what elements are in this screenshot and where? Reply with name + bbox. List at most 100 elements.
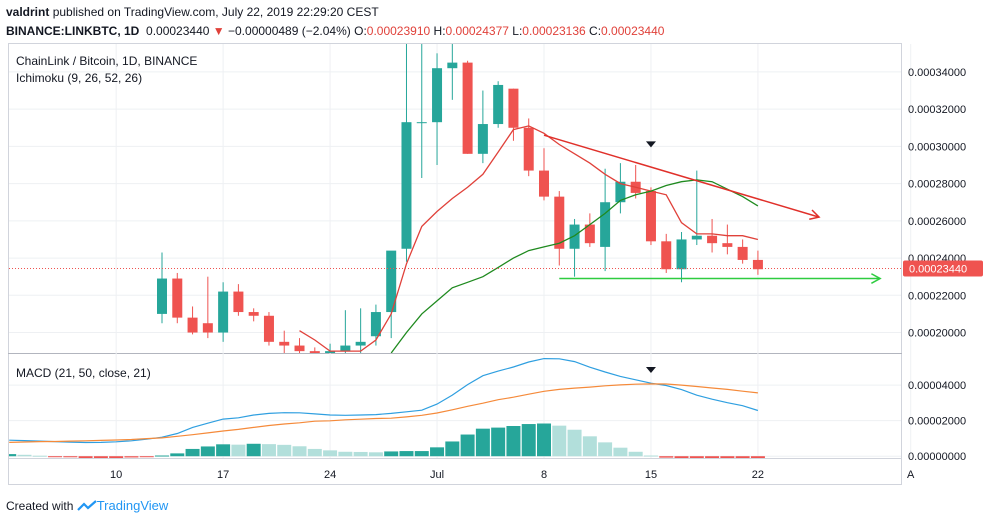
candle-body xyxy=(600,202,611,247)
macd-histogram xyxy=(9,423,765,458)
candle[interactable] xyxy=(279,330,290,361)
histogram-bar xyxy=(63,456,78,458)
candle[interactable] xyxy=(737,239,748,264)
candle[interactable] xyxy=(477,90,488,164)
author-name[interactable]: valdrint xyxy=(6,5,50,19)
candle[interactable] xyxy=(248,308,259,322)
macd-line xyxy=(9,357,759,444)
histogram-bar xyxy=(93,456,108,458)
candle[interactable] xyxy=(218,282,229,342)
candle[interactable] xyxy=(233,284,244,316)
time-tick-label: Jul xyxy=(430,469,444,481)
candle[interactable] xyxy=(202,276,213,339)
candle[interactable] xyxy=(523,118,534,177)
candle[interactable] xyxy=(691,170,702,246)
price-tick-label: 0.00022000 xyxy=(908,290,966,302)
histogram-bar xyxy=(231,444,246,457)
candle[interactable] xyxy=(676,232,687,283)
candle-body xyxy=(157,278,167,314)
resistance-arrow-head-icon xyxy=(809,209,821,220)
histogram-bar xyxy=(246,443,261,457)
candle[interactable] xyxy=(493,81,504,128)
candle[interactable] xyxy=(600,168,611,272)
tradingview-brand[interactable]: TradingView xyxy=(96,498,169,513)
candle[interactable] xyxy=(401,33,412,262)
histogram-bar xyxy=(338,451,353,457)
histogram-bar xyxy=(261,444,276,457)
time-tick-label: 17 xyxy=(217,469,229,481)
histogram-bar xyxy=(628,451,643,457)
candle[interactable] xyxy=(172,272,183,324)
candle-body xyxy=(615,181,626,203)
candle[interactable] xyxy=(645,187,656,246)
candle[interactable] xyxy=(432,53,443,165)
candle[interactable] xyxy=(554,191,565,266)
histogram-bar xyxy=(445,441,460,457)
time-tick-label: 15 xyxy=(645,469,657,481)
histogram-bar xyxy=(491,427,506,457)
price-axis[interactable]: 0.000200000.000220000.000240000.00026000… xyxy=(908,67,966,463)
price-tick-label: 0.00020000 xyxy=(908,328,966,340)
macd-marker-triangle-icon xyxy=(645,367,656,373)
resistance-arrow[interactable] xyxy=(543,134,820,218)
ichimoku-legend[interactable]: Ichimoku (9, 26, 52, 26) xyxy=(16,71,142,85)
histogram-bar xyxy=(399,451,414,457)
candle[interactable] xyxy=(187,306,198,335)
candle[interactable] xyxy=(294,338,305,362)
last-price: 0.00023440 xyxy=(146,24,210,38)
candle[interactable] xyxy=(722,224,733,255)
histogram-bar xyxy=(659,456,674,458)
macd-pane[interactable] xyxy=(2,357,765,474)
candle-body xyxy=(309,351,320,353)
kijun-line xyxy=(390,179,759,353)
candle-body xyxy=(172,278,183,318)
candle-body xyxy=(355,341,366,346)
candle-body xyxy=(340,345,351,352)
histogram-bar xyxy=(460,434,475,457)
price-pane-title: ChainLink / Bitcoin, 1D, BINANCE xyxy=(16,54,197,68)
time-tick-label: A xyxy=(907,469,915,481)
candle[interactable] xyxy=(386,250,397,339)
candle-body xyxy=(584,224,595,244)
candle[interactable] xyxy=(539,148,549,201)
candle[interactable] xyxy=(355,308,366,360)
histogram-bar xyxy=(720,456,735,458)
candle-body xyxy=(370,312,381,337)
histogram-bar xyxy=(32,455,47,457)
support-arrow-head-icon xyxy=(871,273,882,284)
candle[interactable] xyxy=(309,347,320,369)
candle[interactable] xyxy=(584,213,595,247)
candle[interactable] xyxy=(707,218,718,253)
candle[interactable] xyxy=(325,343,336,370)
time-axis[interactable]: 10 17 24 Jul 8 15 22 A xyxy=(110,469,915,481)
candle[interactable] xyxy=(508,88,519,141)
price-tick-label: 0.00026000 xyxy=(908,216,966,228)
tenkan-line xyxy=(299,125,759,352)
candle-body xyxy=(202,323,213,333)
candle[interactable] xyxy=(263,312,274,346)
candle-body xyxy=(645,191,656,242)
histogram-bar xyxy=(582,436,597,457)
signal-line xyxy=(9,383,758,443)
price-pane[interactable] xyxy=(9,10,901,369)
high-value: 0.00024377 xyxy=(445,24,509,38)
histogram-bar xyxy=(170,453,185,457)
candle[interactable] xyxy=(752,250,763,275)
macd-legend[interactable]: MACD (21, 50, close, 21) xyxy=(16,366,151,380)
candle[interactable] xyxy=(569,218,580,277)
candle[interactable] xyxy=(462,60,473,154)
candle[interactable] xyxy=(157,252,167,324)
candle-body xyxy=(691,235,702,240)
candle[interactable] xyxy=(615,163,626,214)
publish-line: valdrint published on TradingView.com, J… xyxy=(6,5,379,19)
histogram-bar xyxy=(9,454,17,457)
low-label: L: xyxy=(512,24,523,38)
candle[interactable] xyxy=(447,35,458,100)
candle-body xyxy=(233,291,244,313)
histogram-bar xyxy=(185,448,200,457)
histogram-bar xyxy=(598,442,613,457)
candle[interactable] xyxy=(661,233,672,273)
candle[interactable] xyxy=(416,10,427,179)
chart-frame xyxy=(8,43,902,485)
